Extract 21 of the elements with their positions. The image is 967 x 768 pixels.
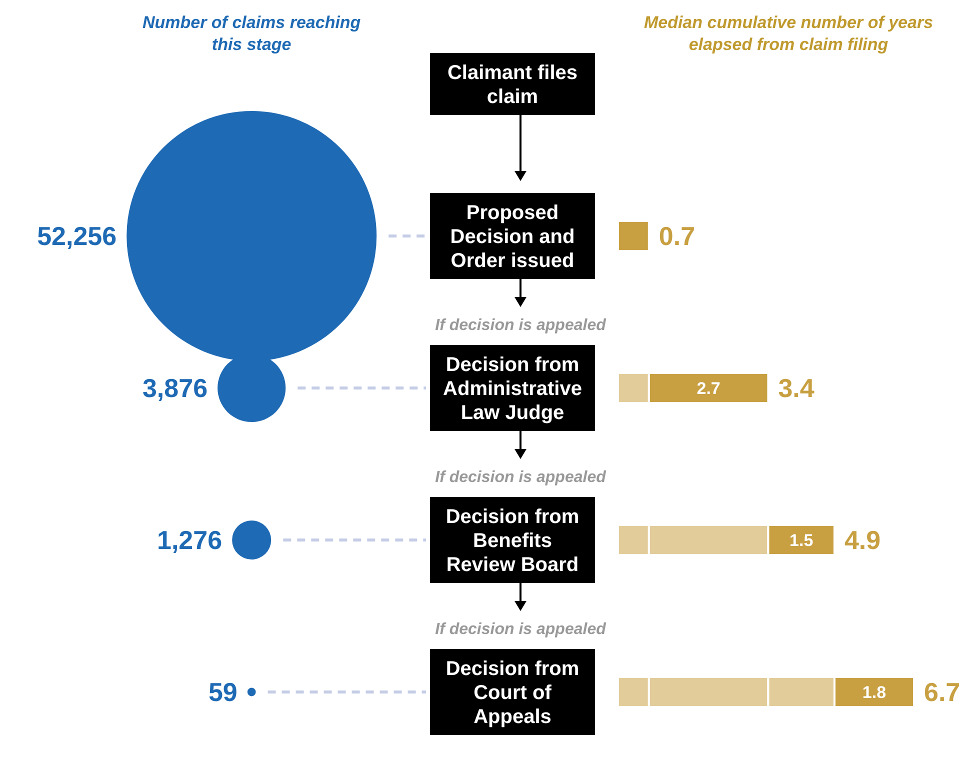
text: If decision is appealed: [434, 621, 608, 639]
text: If decision is appealed: [434, 317, 608, 335]
text: Median cumulative number of years elapsed from claim filing: [642, 12, 934, 56]
data-label: 2.7: [696, 379, 720, 398]
y-tick-label: Decision from Benefits Review Board: [446, 506, 580, 576]
data-label: 59: [208, 677, 238, 707]
text: If decision is appealed: [434, 469, 608, 487]
y-tick-label: Decision from Administrative Law Judge: [443, 354, 582, 424]
data-label: 1.8: [862, 683, 886, 702]
y-tick-label: Proposed Decision and Order issued: [450, 202, 575, 272]
y-tick-label: Decision from Court of Appeals: [446, 658, 580, 728]
data-label: 1.5: [790, 531, 814, 550]
text: Number of claims reaching this stage: [142, 12, 362, 56]
data-label: 1,276: [156, 525, 222, 555]
total-label: 0.7: [658, 221, 696, 251]
total-label: 3.4: [778, 373, 815, 403]
data-label: 3,876: [142, 373, 208, 403]
y-tick-label: Claimant files claim: [447, 62, 578, 108]
total-label: 6.7: [924, 677, 960, 707]
total-label: 4.9: [844, 525, 881, 555]
data-label: 52,256: [37, 221, 117, 251]
